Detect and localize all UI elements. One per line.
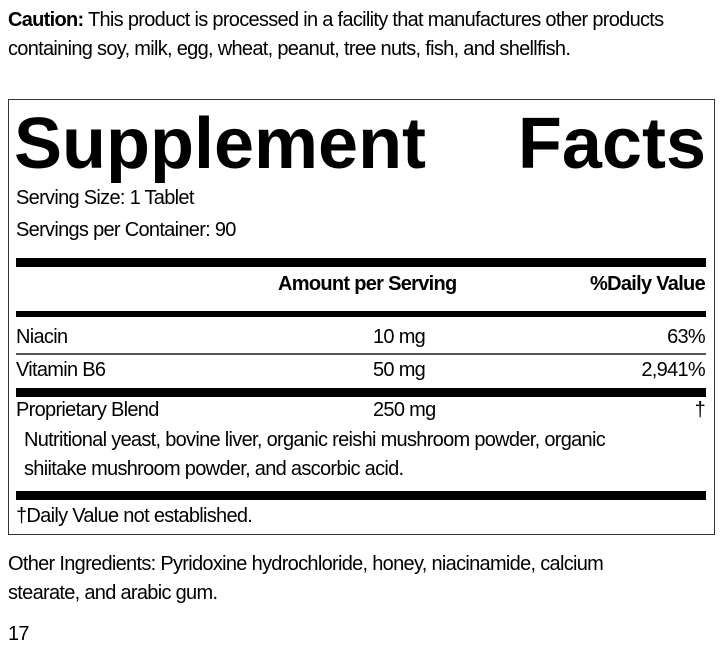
row-dv: 63% [667,326,706,348]
row-name: Vitamin B6 [16,359,106,381]
supplement-facts-panel [8,99,715,535]
blend-ingredients-line2: shiitake mushroom powder, and ascorbic a… [24,458,404,480]
page-number: 17 [8,623,30,645]
other-ingredients-line2: stearate, and arabic gum. [8,582,218,604]
panel-title-supplement: Supplement [14,104,427,184]
header-daily-value: %Daily Value [590,273,706,295]
thick-divider [16,491,706,500]
footnote: †Daily Value not established. [16,505,253,527]
header-amount: Amount per Serving [278,273,457,295]
servings-per-container: Servings per Container: 90 [16,219,236,241]
row-dv: 2,941% [641,359,705,381]
thin-divider [16,353,706,355]
row-name: Proprietary Blend [16,399,159,421]
row-amount: 10 mg [373,326,426,348]
medium-divider [16,311,706,317]
row-amount: 50 mg [373,359,426,381]
blend-ingredients-line1: Nutritional yeast, bovine liver, organic… [24,429,606,451]
thick-divider [16,258,706,267]
caution-label: Caution: [8,9,84,31]
other-ingredients-line1: Other Ingredients: Pyridoxine hydrochlor… [8,553,604,575]
serving-size: Serving Size: 1 Tablet [16,187,194,209]
row-amount: 250 mg [373,399,436,421]
caution-text: This product is processed in a facility … [8,9,664,60]
caution-statement: Caution: This product is processed in a … [8,6,713,64]
panel-title-facts: Facts [517,104,706,184]
thick-divider [16,388,706,397]
row-dv: † [694,399,706,421]
row-name: Niacin [16,326,68,348]
